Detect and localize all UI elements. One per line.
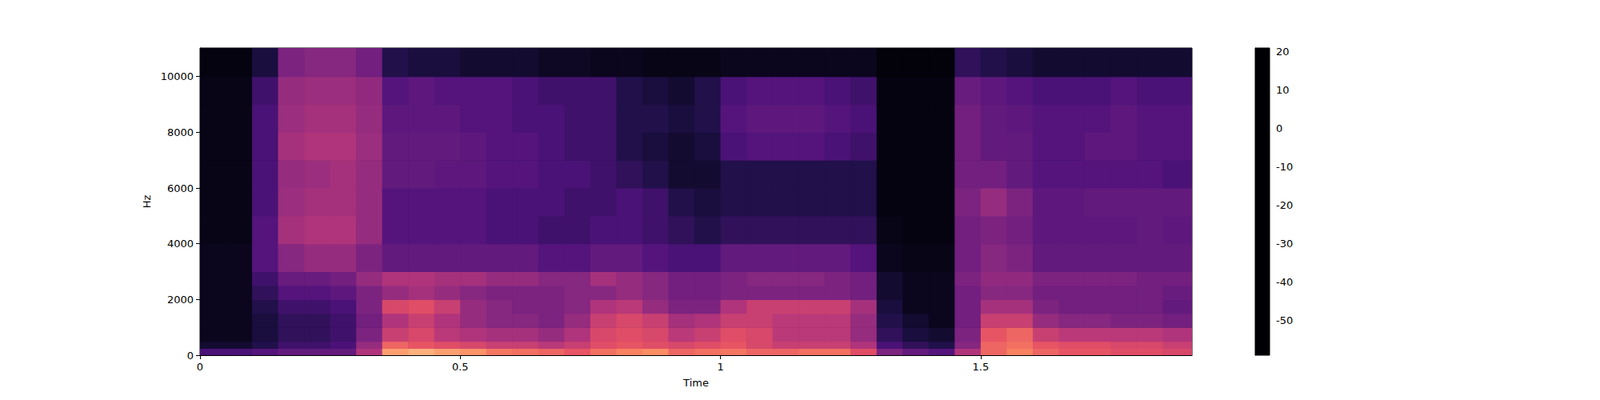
svg-text:2000: 2000: [167, 293, 194, 306]
svg-text:10: 10: [1276, 84, 1290, 96]
svg-text:6000: 6000: [167, 182, 194, 195]
svg-text:0: 0: [196, 360, 204, 373]
svg-text:4000: 4000: [167, 237, 194, 250]
svg-text:-30: -30: [1276, 237, 1293, 250]
svg-text:1: 1: [716, 360, 724, 373]
svg-text:10000: 10000: [160, 70, 194, 83]
svg-text:0: 0: [1276, 122, 1283, 135]
svg-text:1.5: 1.5: [972, 360, 990, 373]
svg-text:Time: Time: [682, 376, 709, 389]
svg-text:8000: 8000: [167, 126, 194, 139]
svg-text:0: 0: [187, 349, 194, 362]
svg-text:-40: -40: [1276, 276, 1293, 288]
svg-text:0.5: 0.5: [452, 360, 469, 373]
svg-text:-50: -50: [1276, 314, 1293, 327]
svg-text:20: 20: [1276, 45, 1290, 58]
svg-text:Hz: Hz: [140, 195, 153, 209]
svg-text:-10: -10: [1276, 160, 1293, 173]
svg-text:-20: -20: [1276, 199, 1293, 212]
